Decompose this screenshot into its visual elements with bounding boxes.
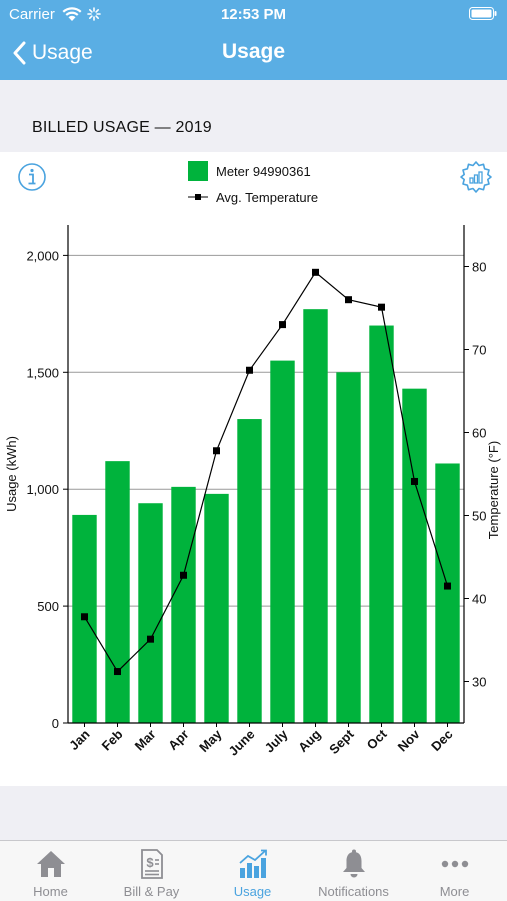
temperature-point-aug bbox=[312, 268, 319, 276]
x-tick-label: Sept bbox=[326, 726, 357, 757]
x-tick-label: Oct bbox=[364, 726, 390, 752]
x-tick-label: Aug bbox=[295, 726, 324, 755]
chart-settings-button[interactable] bbox=[459, 160, 493, 194]
wifi-icon bbox=[62, 7, 82, 21]
usage-chart-icon bbox=[238, 849, 267, 878]
legend-item-meter: Meter 94990361 bbox=[188, 160, 318, 182]
battery-icon bbox=[469, 7, 497, 20]
temperature-point-june bbox=[246, 366, 253, 374]
info-icon bbox=[18, 163, 46, 191]
temperature-point-dec bbox=[444, 582, 451, 590]
tab-home[interactable]: Home bbox=[0, 841, 101, 901]
status-time: 12:53 PM bbox=[220, 6, 287, 23]
bar-sept bbox=[336, 372, 361, 723]
temperature-point-apr bbox=[180, 571, 187, 579]
home-icon bbox=[36, 851, 65, 877]
y2-tick-label: 30 bbox=[472, 675, 486, 690]
y-tick-label: 0 bbox=[52, 716, 59, 731]
y-axis-title: Usage (kWh) bbox=[4, 436, 19, 512]
svg-text:$: $ bbox=[146, 855, 154, 870]
bill-icon: $ bbox=[140, 849, 163, 879]
bar-july bbox=[270, 360, 295, 723]
tab-label: Home bbox=[33, 884, 68, 899]
temperature-line bbox=[83, 271, 449, 673]
temperature-point-feb bbox=[114, 668, 121, 676]
navigation-bar: Usage Usage bbox=[0, 28, 507, 80]
y2-tick-label: 70 bbox=[472, 343, 486, 358]
y-tick-label: 500 bbox=[37, 599, 59, 614]
y2-tick-label: 40 bbox=[472, 592, 486, 607]
tab-bill-pay[interactable]: $ Bill & Pay bbox=[101, 841, 202, 901]
tab-more[interactable]: More bbox=[404, 841, 505, 901]
app-header: Carrier 12:53 PM Usage Us bbox=[0, 0, 507, 80]
y2-tick-label: 60 bbox=[472, 426, 486, 441]
x-tick-label: June bbox=[226, 727, 258, 759]
tab-usage[interactable]: Usage bbox=[202, 841, 303, 901]
y2-tick-label: 50 bbox=[472, 509, 486, 524]
x-tick-label: Apr bbox=[165, 727, 191, 753]
bar-nov bbox=[402, 388, 427, 723]
y2-tick-label: 80 bbox=[472, 260, 486, 275]
tab-label: Usage bbox=[233, 884, 272, 899]
section-title: BILLED USAGE — 2019 bbox=[32, 119, 212, 136]
chevron-left-icon bbox=[13, 41, 26, 65]
gear-chart-icon bbox=[460, 161, 492, 193]
x-tick-label: July bbox=[262, 726, 292, 756]
temperature-point-oct bbox=[378, 303, 385, 311]
y2-axis-title: Temperature (°F) bbox=[486, 441, 501, 539]
temperature-point-nov bbox=[411, 477, 418, 485]
status-bar: Carrier 12:53 PM bbox=[0, 0, 507, 28]
bar-may bbox=[204, 493, 229, 723]
more-icon bbox=[441, 860, 468, 868]
tab-bar: Home $ Bill & Pay Usage bbox=[0, 840, 507, 901]
x-tick-label: Dec bbox=[428, 727, 455, 754]
bar-apr bbox=[171, 486, 196, 723]
x-tick-label: May bbox=[196, 726, 225, 755]
temperature-point-sept bbox=[345, 296, 352, 304]
y-tick-label: 1,000 bbox=[26, 482, 59, 497]
x-tick-label: Jan bbox=[66, 726, 92, 752]
legend-item-temperature: Avg. Temperature bbox=[188, 186, 318, 208]
temperature-point-may bbox=[213, 447, 220, 455]
temperature-point-mar bbox=[147, 635, 154, 643]
temperature-point-jan bbox=[81, 613, 88, 621]
chart-legend: Meter 94990361 Avg. Temperature bbox=[188, 160, 318, 212]
carrier-label: Carrier bbox=[9, 6, 55, 23]
tab-notifications[interactable]: Notifications bbox=[303, 841, 404, 901]
bar-feb bbox=[105, 461, 130, 723]
page-title: Usage bbox=[221, 40, 286, 63]
bar-aug bbox=[303, 309, 328, 723]
legend-label-meter: Meter 94990361 bbox=[216, 163, 311, 179]
y-tick-label: 1,500 bbox=[26, 365, 59, 380]
x-tick-label: Feb bbox=[99, 726, 126, 753]
x-tick-label: Mar bbox=[132, 727, 159, 754]
legend-swatch-meter bbox=[188, 161, 208, 181]
tab-label: Bill & Pay bbox=[123, 884, 180, 899]
legend-line-temperature bbox=[188, 194, 208, 200]
bell-icon bbox=[342, 849, 365, 878]
bar-dec bbox=[435, 463, 460, 723]
bar-oct bbox=[369, 325, 394, 723]
back-button[interactable]: Usage bbox=[12, 36, 93, 70]
tab-label: Notifications bbox=[318, 884, 389, 899]
bar-june bbox=[237, 419, 262, 723]
usage-chart: 0 500 1,000 1,500 2,000 30 40 50 60 70 80 Jan Feb Mar… bbox=[4, 225, 501, 759]
bar-mar bbox=[138, 503, 163, 723]
activity-spinner-icon bbox=[87, 7, 101, 21]
temperature-point-july bbox=[279, 321, 286, 329]
tab-label: More bbox=[439, 884, 470, 899]
back-button-label: Usage bbox=[32, 41, 93, 64]
info-button[interactable] bbox=[17, 162, 47, 192]
x-tick-label: Nov bbox=[395, 726, 424, 755]
y-tick-label: 2,000 bbox=[26, 248, 59, 263]
legend-label-temperature: Avg. Temperature bbox=[216, 189, 319, 205]
